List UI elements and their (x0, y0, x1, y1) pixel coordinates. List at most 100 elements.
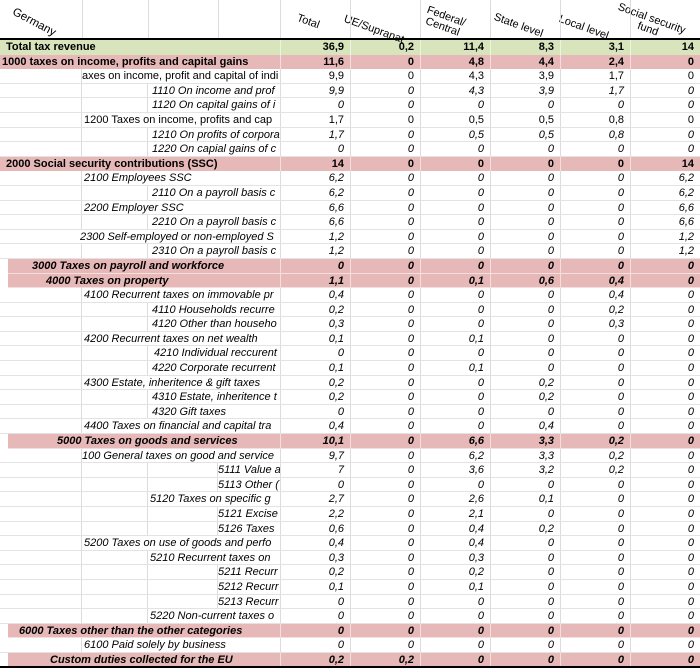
value-cell[interactable]: 0 (630, 579, 700, 594)
value-cell[interactable]: 0 (490, 288, 560, 302)
value-cell[interactable]: 0,1 (280, 579, 350, 594)
value-cell[interactable]: 0 (420, 156, 490, 172)
value-cell[interactable]: 0,1 (490, 492, 560, 506)
value-cell[interactable]: 0 (280, 638, 350, 652)
value-cell[interactable]: 0 (630, 594, 700, 609)
value-cell[interactable]: 0 (420, 171, 490, 185)
value-cell[interactable]: 3,3 (490, 448, 560, 463)
value-cell[interactable]: 0 (420, 288, 490, 302)
row-label-cell[interactable]: 5126 Taxes (0, 521, 280, 536)
value-cell[interactable]: 0,6 (280, 521, 350, 536)
value-cell[interactable]: 6,6 (630, 200, 700, 215)
value-cell[interactable]: 0 (490, 565, 560, 579)
column-header-state-level[interactable]: State level (492, 11, 545, 40)
value-cell[interactable]: 0 (350, 521, 420, 536)
value-cell[interactable]: 2,4 (560, 54, 630, 70)
value-cell[interactable]: 36,9 (280, 40, 350, 55)
value-cell[interactable]: 0 (630, 361, 700, 375)
row-label-cell[interactable]: 2200 Employer SSC (0, 200, 280, 215)
value-cell[interactable]: 0 (560, 565, 630, 579)
value-cell[interactable]: 0 (350, 609, 420, 623)
value-cell[interactable]: 0 (560, 331, 630, 346)
value-cell[interactable]: 10,1 (280, 434, 350, 448)
value-cell[interactable]: 0 (350, 434, 420, 448)
value-cell[interactable]: 0 (490, 98, 560, 112)
value-cell[interactable]: 0 (420, 98, 490, 112)
value-cell[interactable]: 0 (490, 346, 560, 361)
value-cell[interactable]: 1,2 (280, 244, 350, 258)
row-label-cell[interactable]: 4320 Gift taxes (0, 404, 280, 419)
value-cell[interactable]: 6,2 (630, 185, 700, 200)
value-cell[interactable]: 0 (560, 346, 630, 361)
value-cell[interactable]: 0 (350, 69, 420, 83)
value-cell[interactable]: 0 (350, 477, 420, 492)
row-label-cell[interactable]: 4000 Taxes on property (46, 274, 169, 287)
column-header-total[interactable]: Total (295, 12, 322, 32)
value-cell[interactable]: 0 (560, 477, 630, 492)
value-cell[interactable]: 0,2 (490, 521, 560, 536)
value-cell[interactable]: 0 (630, 521, 700, 536)
value-cell[interactable]: 0 (490, 185, 560, 200)
value-cell[interactable]: 0,3 (420, 550, 490, 565)
value-cell[interactable]: 2,7 (280, 492, 350, 506)
value-cell[interactable]: 0 (560, 419, 630, 434)
value-cell[interactable]: 0 (420, 375, 490, 390)
value-cell[interactable]: 0 (350, 536, 420, 550)
row-label-cell[interactable]: 4210 Individual reccurent (0, 346, 280, 361)
value-cell[interactable]: 0,2 (490, 375, 560, 390)
value-cell[interactable]: 2,6 (420, 492, 490, 506)
value-cell[interactable]: 0,4 (420, 536, 490, 550)
value-cell[interactable]: 0 (280, 346, 350, 361)
row-label-cell[interactable]: Total tax revenue (6, 41, 96, 53)
value-cell[interactable]: 0 (630, 565, 700, 579)
row-label-cell[interactable]: 2210 On a payroll basis c (0, 215, 280, 229)
row-label-cell[interactable]: 5211 Recurr (0, 565, 280, 579)
value-cell[interactable]: 0 (280, 623, 350, 638)
row-label-cell[interactable]: 1110 On income and prof (0, 83, 280, 98)
value-cell[interactable]: 0 (560, 594, 630, 609)
value-cell[interactable]: 0,4 (280, 419, 350, 434)
row-label-cell[interactable]: 4220 Corporate recurrent (0, 361, 280, 375)
value-cell[interactable]: 6,2 (420, 448, 490, 463)
row-label-cell[interactable]: 2000 Social security contributions (SSC) (6, 157, 218, 170)
value-cell[interactable]: 0 (630, 98, 700, 112)
value-cell[interactable]: 0 (280, 258, 350, 273)
value-cell[interactable]: 0 (630, 536, 700, 550)
row-label-cell[interactable]: 4100 Recurrent taxes on immovable pr (0, 288, 280, 302)
row-label-cell[interactable]: 2100 Employees SSC (0, 171, 280, 185)
value-cell[interactable]: 0 (350, 83, 420, 98)
row-label-cell[interactable]: 1210 On profits of corpora (0, 127, 280, 142)
value-cell[interactable]: 3,3 (490, 434, 560, 448)
value-cell[interactable]: 0,1 (420, 273, 490, 288)
value-cell[interactable]: 2,2 (280, 507, 350, 521)
value-cell[interactable]: 0,2 (490, 390, 560, 404)
value-cell[interactable]: 0 (350, 229, 420, 244)
value-cell[interactable]: 0 (630, 317, 700, 331)
value-cell[interactable]: 9,9 (280, 83, 350, 98)
value-cell[interactable]: 1,2 (630, 244, 700, 258)
value-cell[interactable]: 1,7 (560, 69, 630, 83)
value-cell[interactable]: 0,5 (420, 127, 490, 142)
value-cell[interactable]: 0 (630, 83, 700, 98)
value-cell[interactable]: 0 (560, 171, 630, 185)
value-cell[interactable]: 0 (490, 215, 560, 229)
value-cell[interactable]: 0 (490, 361, 560, 375)
value-cell[interactable]: 0 (350, 419, 420, 434)
value-cell[interactable]: 0,3 (280, 317, 350, 331)
value-cell[interactable]: 0,2 (280, 652, 350, 666)
row-label-cell[interactable]: 4200 Recurrent taxes on net wealth (0, 331, 280, 346)
value-cell[interactable]: 0 (350, 579, 420, 594)
row-label-cell[interactable]: 5121 Excise (0, 507, 280, 521)
value-cell[interactable]: 7 (280, 463, 350, 477)
value-cell[interactable]: 0 (490, 142, 560, 156)
value-cell[interactable]: 0 (420, 317, 490, 331)
value-cell[interactable]: 0 (630, 507, 700, 521)
row-label-cell[interactable]: 5113 Other ( (0, 477, 280, 492)
value-cell[interactable]: 6,2 (280, 171, 350, 185)
value-cell[interactable]: 0 (350, 302, 420, 317)
value-cell[interactable]: 0,2 (420, 565, 490, 579)
row-label-cell[interactable]: 2300 Self-employed or non-employed S (80, 230, 274, 243)
row-label-cell[interactable]: 5111 Value a (0, 463, 280, 477)
row-label-cell[interactable]: 2310 On a payroll basis c (0, 244, 280, 258)
row-label-cell[interactable]: 3000 Taxes on payroll and workforce (32, 259, 225, 272)
